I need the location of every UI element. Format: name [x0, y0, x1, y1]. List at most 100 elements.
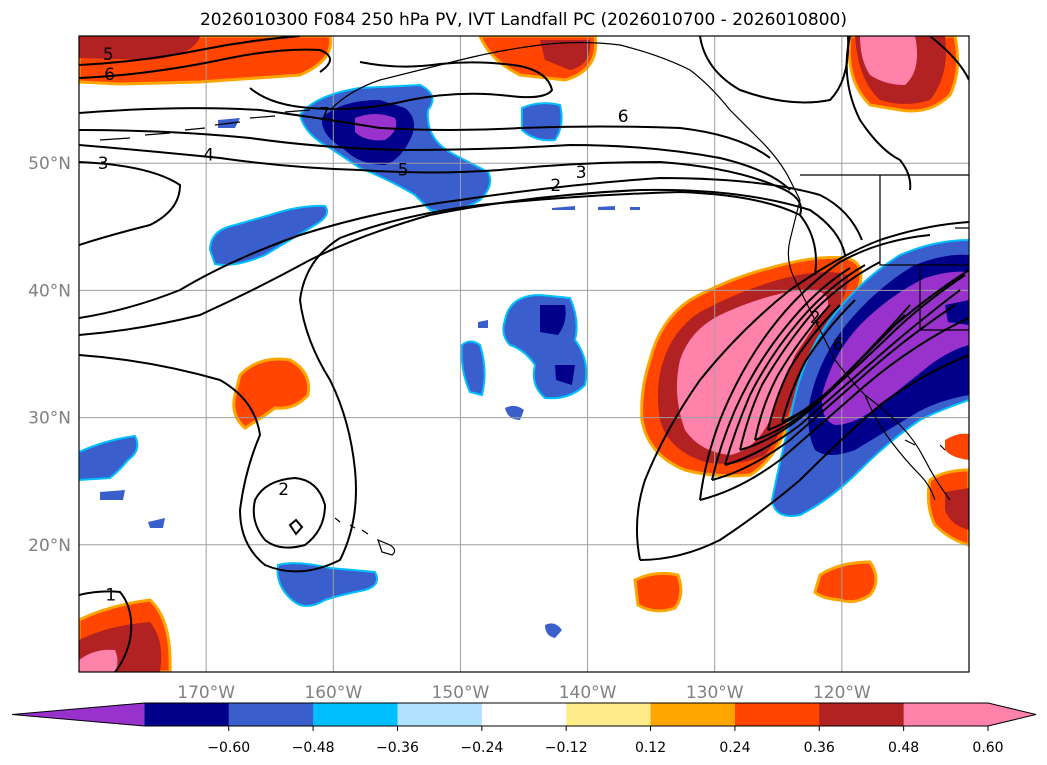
negative-pv-patch: [545, 623, 562, 638]
colorbar: −0.60 −0.48 −0.36 −0.24 −0.12 0.12 0.24 0.36 0.4…: [11, 702, 1037, 756]
colorbar-tick-label: 0.60: [972, 740, 1003, 756]
colorbar-outline: [11, 702, 1037, 727]
contour-line: [845, 36, 912, 191]
colorbar-tick-label: −0.60: [207, 740, 250, 756]
contour-line: [724, 264, 866, 466]
contour-line: [79, 36, 301, 66]
lat-tick-label: 50°N: [28, 154, 71, 174]
lon-tick-label: 160°W: [304, 683, 362, 703]
contour-label: 4: [203, 145, 214, 165]
positive-pv-patch-inner: [945, 488, 969, 530]
negative-pv-patch: [460, 340, 486, 397]
contour-label: 6: [104, 65, 115, 85]
contour-line: [929, 36, 969, 81]
colorbar-tick-label: −0.48: [292, 740, 335, 756]
contour-line: [639, 354, 969, 561]
contour-line: [79, 107, 771, 159]
negative-pv-patch-inner: [555, 365, 575, 385]
contour-line: [79, 188, 846, 336]
negative-pv-patch: [521, 102, 563, 142]
colorbar-tick-label: 0.24: [719, 740, 750, 756]
positive-pv-patch-inner: [540, 40, 591, 70]
contour-line: [711, 304, 956, 481]
lon-tick-label: 120°W: [813, 683, 871, 703]
negative-pv-patch: [505, 405, 524, 420]
border-states: [879, 175, 969, 331]
contour-line: [699, 36, 850, 104]
colorbar-segment: [397, 703, 483, 726]
colorbar-segment: [144, 703, 230, 726]
coastline-baja: [864, 394, 936, 501]
coastline-hawaii: [334, 517, 396, 556]
negative-pv-patch: [478, 320, 488, 328]
lon-tick-label: 140°W: [559, 683, 617, 703]
contour-label: 5: [103, 45, 114, 65]
negative-pv-patch: [208, 204, 328, 266]
colorbar-segment: [903, 703, 989, 726]
contour-line: [79, 144, 802, 216]
positive-pv-patch: [633, 571, 683, 613]
positive-pv-core: [79, 649, 118, 672]
contour-line: [288, 518, 304, 536]
contour-label: 2: [810, 308, 821, 328]
colorbar-segment: [313, 703, 398, 726]
contour-label: 2: [278, 480, 289, 500]
colorbar-tick-label: −0.24: [460, 740, 503, 756]
negative-pv-patch: [79, 434, 139, 482]
contour-line: [79, 176, 863, 319]
contour-line: [249, 61, 554, 110]
positive-pv-patch: [813, 560, 878, 604]
negative-pv-patch-inner: [540, 305, 566, 335]
negative-pv-patch: [148, 518, 165, 528]
contour-line: [79, 590, 133, 672]
coastline-cali-islands: [904, 439, 946, 451]
contour-label: 5: [398, 161, 409, 181]
contour-line: [79, 129, 791, 191]
map-frame: [78, 35, 970, 673]
contour-label: 7: [319, 105, 330, 125]
coastline-aleutians: [99, 109, 311, 141]
axis-labels: 170°W 160°W 150°W 140°W 130°W 120°W 20°N 30°N 40…: [28, 154, 871, 703]
contour-line: [252, 476, 327, 549]
map-title: 2026010300 F084 250 hPa PV, IVT Landfall…: [199, 10, 847, 30]
contour-label: 1: [105, 585, 116, 605]
negative-pv-patch: [100, 490, 125, 500]
colorbar-segment: [650, 703, 736, 726]
contour-line: [699, 234, 931, 501]
contour-line: [739, 261, 881, 451]
lat-tick-label: 30°N: [28, 409, 71, 429]
colorbar-extend-min: [12, 703, 145, 726]
contour-label: 3: [98, 154, 109, 174]
negative-pv-core: [945, 300, 969, 325]
negative-pv-patch: [552, 206, 640, 210]
positive-pv-patch: [945, 433, 969, 460]
colorbar-tick-label: 0.12: [635, 740, 666, 756]
lon-tick-label: 150°W: [432, 683, 490, 703]
colorbar-segment: [734, 703, 820, 726]
contour-label: 2: [550, 176, 561, 196]
lon-tick-label: 130°W: [686, 683, 744, 703]
contour-line: [754, 304, 831, 441]
colorbar-tick-label: −0.12: [545, 740, 588, 756]
contour-line: [781, 299, 856, 423]
contour-label: 3: [576, 163, 587, 183]
contour-line: [767, 304, 841, 431]
contour-line: [781, 304, 911, 423]
contour-label: 6: [618, 107, 629, 127]
colorbar-tick-label: 0.48: [888, 740, 919, 756]
contour-line: [739, 274, 966, 451]
colorbar-segment: [228, 703, 314, 726]
colorbar-tick-label: −0.36: [376, 740, 419, 756]
colorbar-segment: [819, 703, 905, 726]
ivt-contours: [79, 36, 969, 672]
positive-pv-core: [860, 36, 918, 85]
coastlines: [99, 41, 969, 556]
colorbar-segment: [481, 703, 567, 726]
contour-line: [635, 221, 969, 561]
contour-line: [79, 190, 817, 573]
colorbar-extend-max: [988, 703, 1036, 726]
coastline-west-coast: [787, 199, 951, 501]
colorbar-segment: [566, 703, 652, 726]
